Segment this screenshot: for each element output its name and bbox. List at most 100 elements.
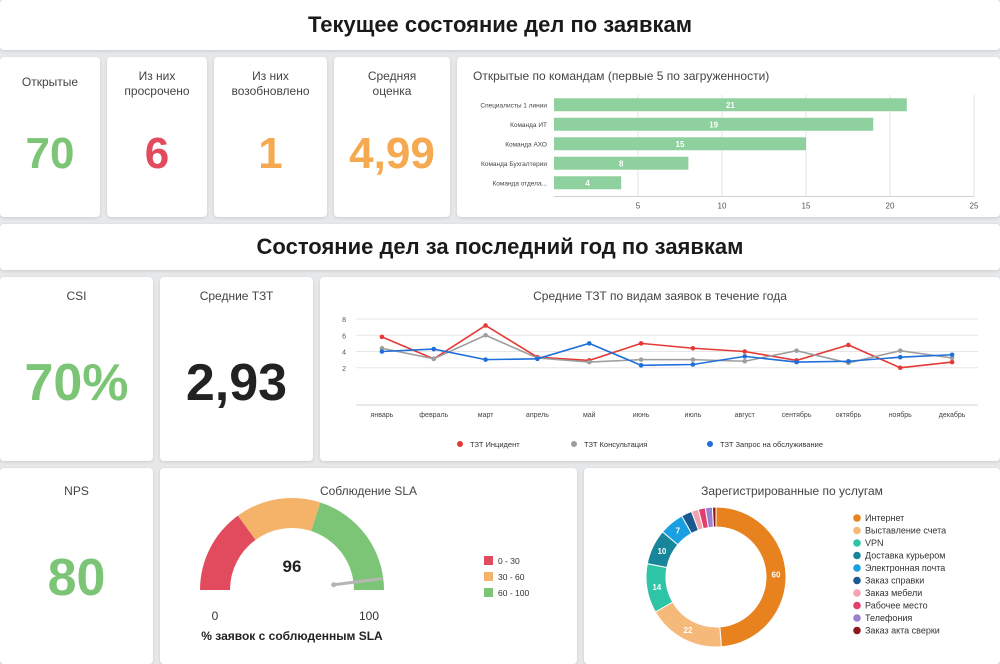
kpi-value-avg-tzt: 2,93 xyxy=(185,354,288,412)
donut-chart: 60 22 14 10 7 Интернет Выставление счета VPN Дос… xyxy=(645,506,946,648)
line-x-tick-label: июнь xyxy=(633,412,650,419)
section-header-year: Состояние дел за последний год по заявка… xyxy=(0,224,1000,270)
line-legend-marker xyxy=(707,441,713,447)
gauge-needle xyxy=(332,577,383,587)
bar-category-label: Специалисты 1 линии xyxy=(480,102,547,109)
line-point xyxy=(586,341,592,346)
kpi-value-open: 70 xyxy=(25,129,75,178)
donut-slice-label: 60 xyxy=(772,571,781,580)
donut-legend-label: Телефония xyxy=(865,613,912,623)
line-series xyxy=(381,334,953,364)
gauge-legend-label: 0 - 30 xyxy=(498,556,520,566)
donut-slice-label: 10 xyxy=(657,547,666,556)
line-point xyxy=(846,358,851,364)
line-point xyxy=(690,362,696,367)
gauge-value: 96 xyxy=(283,557,302,576)
bar-category-label: Команда АХО xyxy=(505,141,547,148)
gauge-band xyxy=(311,502,384,590)
kpi-label-open: Открытые xyxy=(21,75,79,89)
bar-chart-title: Открытые по командам (первые 5 по загруж… xyxy=(473,69,770,83)
donut-legend-label: Заказ мебели xyxy=(865,588,922,598)
kpi-card-csi: CSI 70% xyxy=(0,277,153,461)
donut-legend-marker xyxy=(853,601,861,610)
line-point xyxy=(586,359,592,365)
kpi-label-overdue: Из них просрочено xyxy=(124,69,190,98)
line-y-tick-label: 4 xyxy=(342,350,346,357)
bar-value-label: 21 xyxy=(726,101,735,110)
kpi-value-csi: 70% xyxy=(24,354,129,412)
line-point xyxy=(535,356,540,362)
section-header-current: Текущее состояние дел по заявкам xyxy=(0,0,1000,50)
donut-legend-marker xyxy=(853,614,861,622)
gauge-caption: % заявок с соблюденным SLA xyxy=(201,629,383,643)
donut-legend-label: Заказ справки xyxy=(865,576,924,586)
line-chart: 2 4 6 8 январь февраль март апрель май июнь июль ав… xyxy=(342,317,978,449)
line-point xyxy=(846,342,851,348)
line-point xyxy=(379,334,385,340)
line-point xyxy=(742,354,748,359)
line-point xyxy=(483,332,488,338)
line-point xyxy=(794,359,799,365)
bar-x-tick-label: 20 xyxy=(886,202,895,211)
donut-legend-marker xyxy=(853,526,861,535)
gauge-title: Соблюдение SLA xyxy=(319,484,418,498)
section-title-current: Текущее состояние дел по заявкам xyxy=(307,12,693,37)
bar-value-label: 15 xyxy=(676,140,685,149)
line-chart-title: Средние ТЗТ по видам заявок в течение го… xyxy=(533,289,787,303)
line-x-tick-label: август xyxy=(735,412,756,419)
gauge-needle-pivot xyxy=(331,582,337,588)
line-point xyxy=(483,357,488,362)
line-point xyxy=(742,358,748,364)
donut-legend-marker xyxy=(853,626,861,635)
line-series xyxy=(381,324,953,369)
bar-x-tick-label: 25 xyxy=(970,202,979,211)
line-y-tick-label: 8 xyxy=(342,317,346,324)
line-x-tick-label: ноябрь xyxy=(889,411,912,419)
bar-value-label: 8 xyxy=(619,159,624,168)
bar-category-label: Команда Бухгалтерии xyxy=(481,161,547,168)
gauge-legend-label: 60 - 100 xyxy=(498,588,529,598)
gauge-band xyxy=(237,498,321,540)
bar xyxy=(554,98,907,112)
donut-legend-label: Интернет xyxy=(865,513,904,523)
line-point xyxy=(483,323,488,328)
gauge-legend-marker xyxy=(484,572,493,581)
sla-gauge: 96 0 100 % заявок с соблюденным SLA 0 - 30 30… xyxy=(200,498,529,643)
bar-value-label: 19 xyxy=(709,120,718,129)
bar xyxy=(554,137,806,151)
bar xyxy=(554,176,622,190)
gauge-legend-label: 30 - 60 xyxy=(498,572,525,582)
kpi-value-reopened: 1 xyxy=(258,129,283,178)
donut-slice-label: 7 xyxy=(676,527,681,536)
line-x-tick-label: июль xyxy=(685,412,702,419)
kpi-card-overdue: Из них просрочено 6 xyxy=(107,57,207,217)
kpi-label-nps: NPS xyxy=(64,484,89,498)
line-y-tick-label: 6 xyxy=(342,333,346,340)
gauge-max-label: 100 xyxy=(359,609,379,623)
kpi-value-overdue: 6 xyxy=(144,129,170,178)
kpi-value-avg-rating: 4,99 xyxy=(349,129,435,178)
kpi-label-csi: CSI xyxy=(66,289,87,303)
bar-x-tick-label: 5 xyxy=(636,202,641,211)
gauge-band xyxy=(200,515,256,590)
bar xyxy=(554,156,689,170)
line-point xyxy=(949,352,955,358)
bar-value-label: 4 xyxy=(585,179,590,188)
line-point xyxy=(949,359,955,365)
line-legend-label: ТЗТ Запрос на обслуживание xyxy=(720,440,823,449)
line-point xyxy=(949,355,955,361)
line-x-tick-label: февраль xyxy=(419,412,448,419)
line-point xyxy=(742,349,748,354)
kpi-card-reopened: Из них возобновлено 1 xyxy=(214,57,327,217)
kpi-label-reopened: Из них возобновлено xyxy=(231,69,310,98)
bar-category-label: Команда отдела... xyxy=(492,180,547,187)
line-point xyxy=(690,357,696,362)
line-x-tick-label: сентябрь xyxy=(782,411,812,419)
donut-slice xyxy=(654,601,722,648)
kpi-card-open: Открытые 70 xyxy=(0,57,100,217)
gauge-legend-marker xyxy=(484,588,493,597)
donut-legend-label: Заказ акта сверки xyxy=(865,626,940,636)
donut-legend-marker xyxy=(853,514,861,522)
line-chart-card: Средние ТЗТ по видам заявок в течение го… xyxy=(320,277,1000,461)
line-legend-marker xyxy=(457,441,463,447)
